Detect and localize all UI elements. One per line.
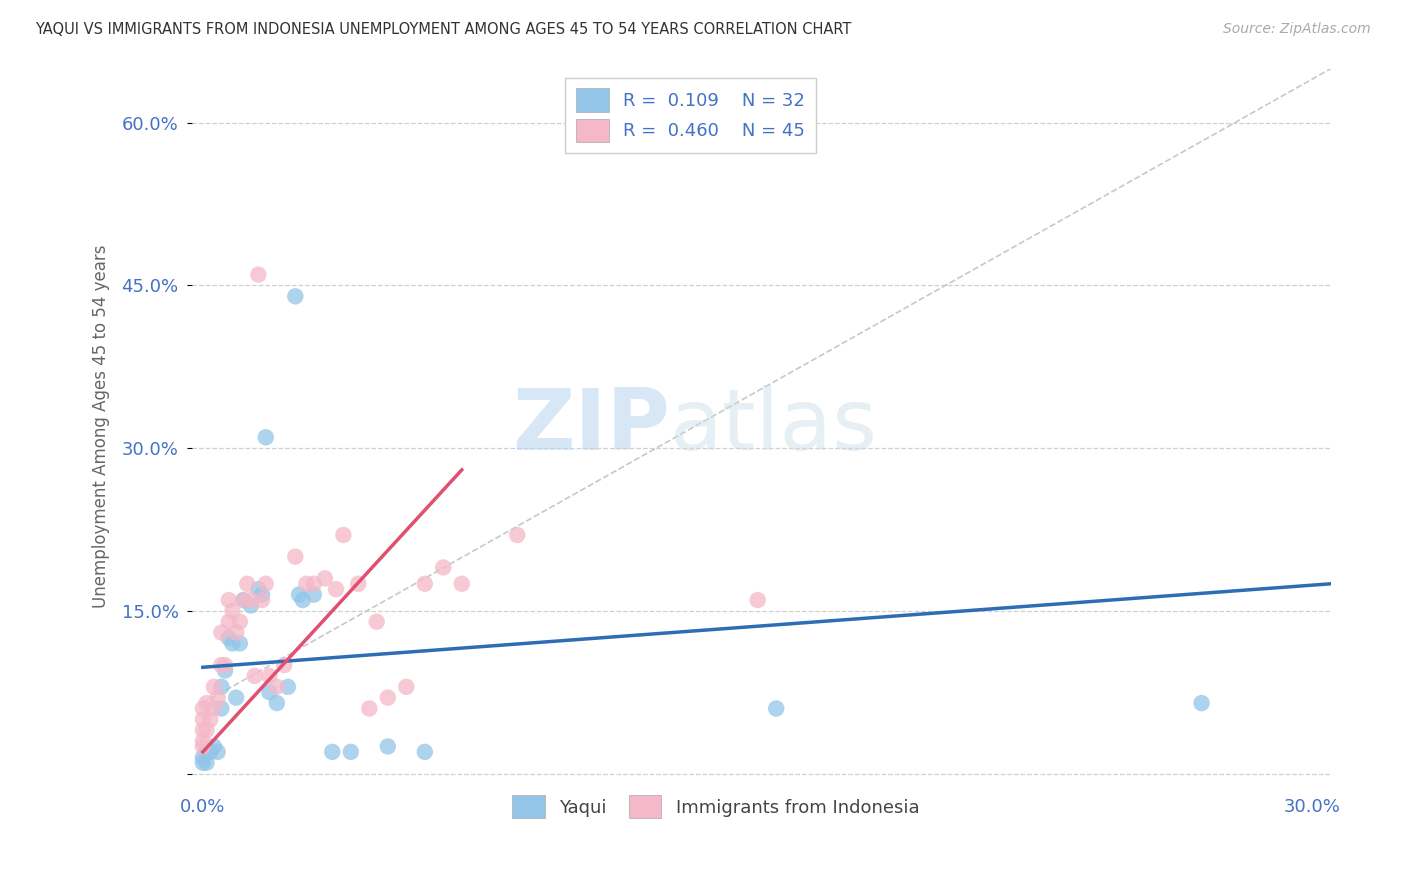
Point bbox=[259, 685, 281, 699]
Point bbox=[284, 549, 307, 564]
Point bbox=[254, 430, 277, 444]
Point bbox=[191, 734, 214, 748]
Point bbox=[195, 745, 218, 759]
Point bbox=[247, 582, 270, 597]
Point bbox=[225, 625, 247, 640]
Point bbox=[291, 593, 314, 607]
Point bbox=[432, 560, 454, 574]
Point bbox=[229, 615, 252, 629]
Text: ZIP: ZIP bbox=[513, 385, 671, 468]
Point bbox=[207, 745, 229, 759]
Point bbox=[191, 756, 214, 770]
Point bbox=[202, 701, 225, 715]
Point bbox=[1191, 696, 1213, 710]
Point bbox=[250, 593, 273, 607]
Point bbox=[214, 658, 236, 673]
Point bbox=[332, 528, 354, 542]
Point bbox=[277, 680, 299, 694]
Point bbox=[218, 615, 240, 629]
Point bbox=[232, 593, 254, 607]
Point bbox=[321, 745, 343, 759]
Point bbox=[747, 593, 769, 607]
Point bbox=[250, 588, 273, 602]
Point bbox=[259, 669, 281, 683]
Point bbox=[302, 576, 325, 591]
Point bbox=[413, 745, 436, 759]
Point bbox=[325, 582, 347, 597]
Point bbox=[288, 588, 311, 602]
Point bbox=[218, 631, 240, 645]
Point bbox=[232, 593, 254, 607]
Point bbox=[209, 680, 232, 694]
Point bbox=[214, 664, 236, 678]
Point bbox=[229, 636, 252, 650]
Point bbox=[221, 604, 243, 618]
Point bbox=[221, 636, 243, 650]
Point bbox=[218, 593, 240, 607]
Point bbox=[191, 739, 214, 754]
Point bbox=[207, 690, 229, 705]
Point bbox=[302, 588, 325, 602]
Point bbox=[347, 576, 370, 591]
Point bbox=[195, 756, 218, 770]
Y-axis label: Unemployment Among Ages 45 to 54 years: Unemployment Among Ages 45 to 54 years bbox=[93, 244, 110, 608]
Point bbox=[359, 701, 381, 715]
Point bbox=[314, 571, 336, 585]
Point bbox=[239, 593, 262, 607]
Text: YAQUI VS IMMIGRANTS FROM INDONESIA UNEMPLOYMENT AMONG AGES 45 TO 54 YEARS CORREL: YAQUI VS IMMIGRANTS FROM INDONESIA UNEMP… bbox=[35, 22, 852, 37]
Text: atlas: atlas bbox=[671, 385, 879, 468]
Point bbox=[200, 712, 222, 726]
Point bbox=[243, 669, 266, 683]
Point bbox=[195, 723, 218, 738]
Point bbox=[247, 268, 270, 282]
Point bbox=[506, 528, 529, 542]
Text: Source: ZipAtlas.com: Source: ZipAtlas.com bbox=[1223, 22, 1371, 37]
Point bbox=[202, 680, 225, 694]
Point bbox=[273, 658, 295, 673]
Point bbox=[225, 690, 247, 705]
Point bbox=[295, 576, 318, 591]
Point bbox=[191, 750, 214, 764]
Point bbox=[191, 723, 214, 738]
Point bbox=[266, 696, 288, 710]
Point bbox=[236, 576, 259, 591]
Point bbox=[413, 576, 436, 591]
Point bbox=[340, 745, 363, 759]
Point bbox=[209, 625, 232, 640]
Point bbox=[377, 739, 399, 754]
Legend: Yaqui, Immigrants from Indonesia: Yaqui, Immigrants from Indonesia bbox=[505, 788, 927, 825]
Point bbox=[195, 696, 218, 710]
Point bbox=[366, 615, 388, 629]
Point bbox=[209, 701, 232, 715]
Point bbox=[450, 576, 472, 591]
Point bbox=[191, 701, 214, 715]
Point bbox=[239, 599, 262, 613]
Point bbox=[200, 745, 222, 759]
Point bbox=[284, 289, 307, 303]
Point bbox=[266, 680, 288, 694]
Point bbox=[209, 658, 232, 673]
Point bbox=[395, 680, 418, 694]
Point bbox=[254, 576, 277, 591]
Point bbox=[191, 712, 214, 726]
Point bbox=[377, 690, 399, 705]
Point bbox=[765, 701, 787, 715]
Point bbox=[202, 739, 225, 754]
